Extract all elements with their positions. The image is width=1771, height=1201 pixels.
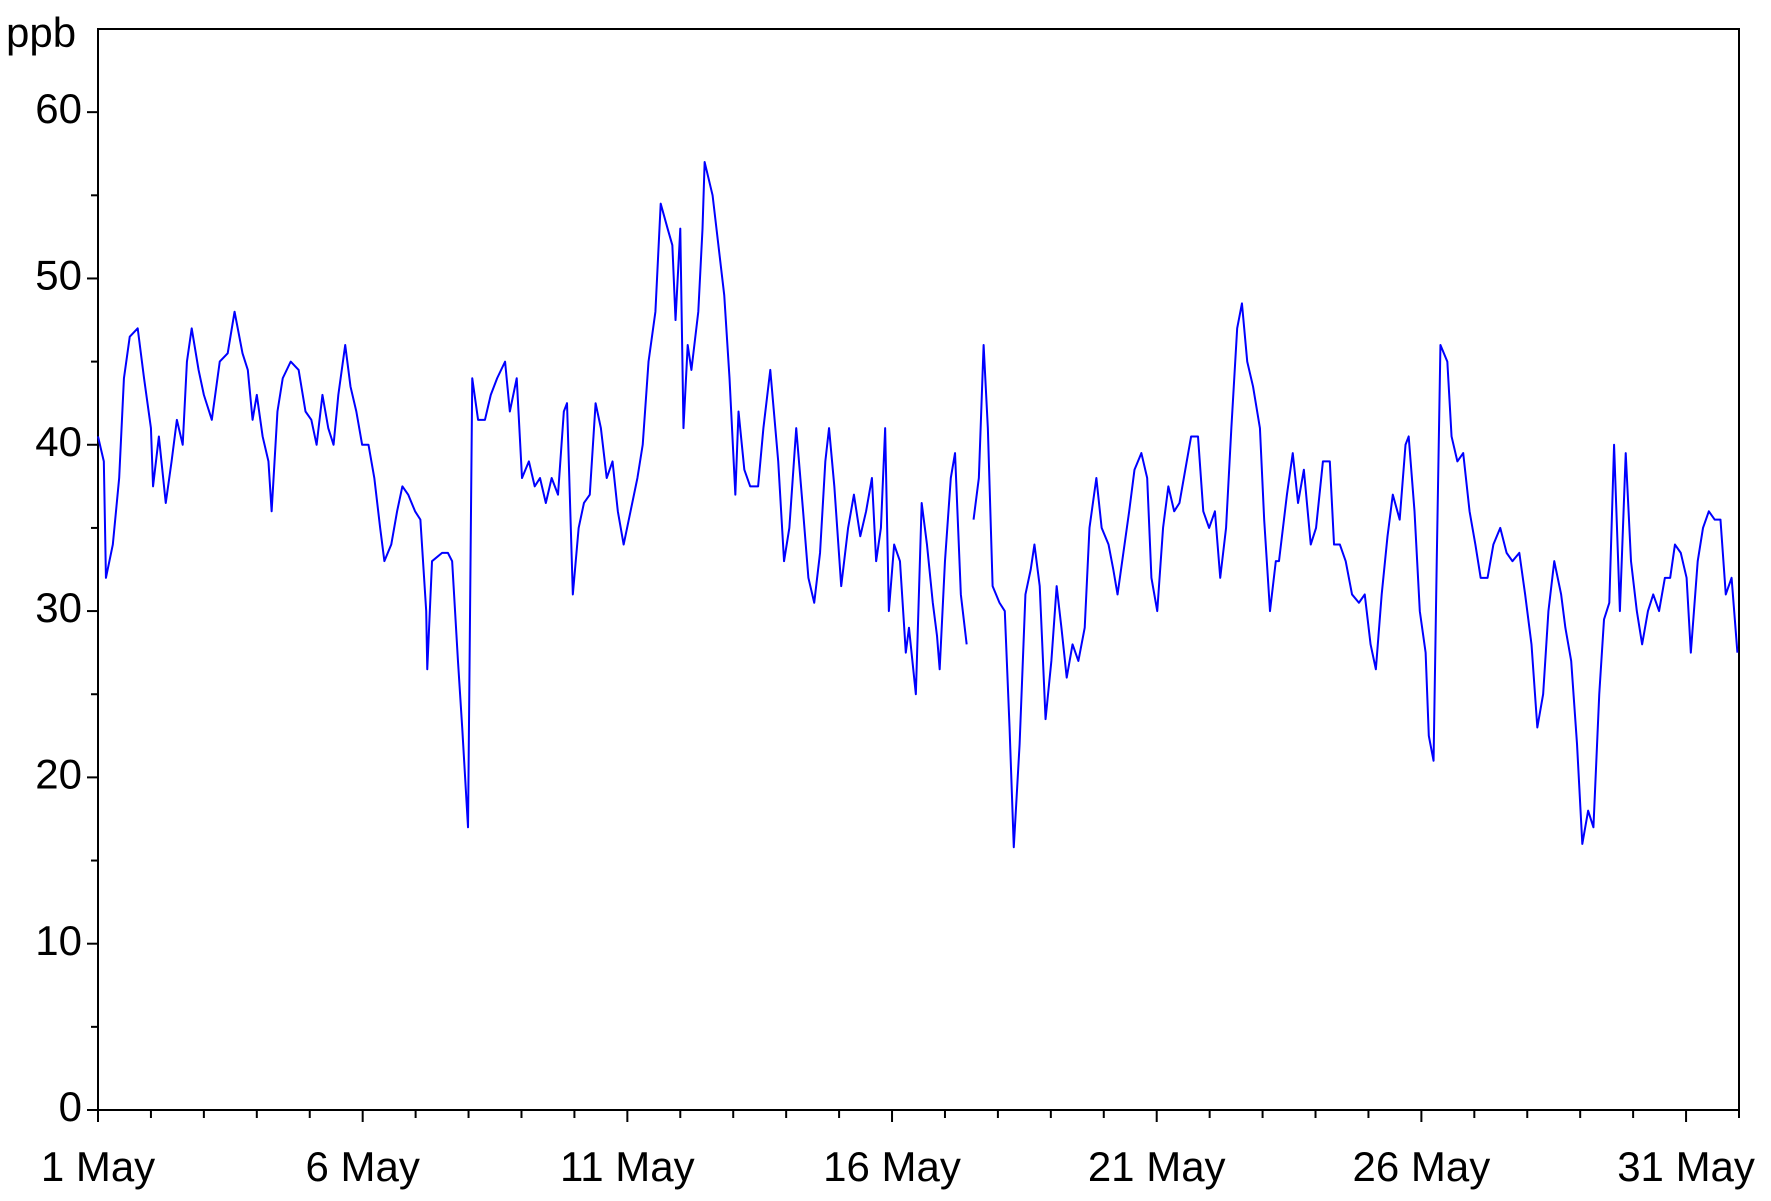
y-tick-label: 30	[35, 584, 82, 631]
y-tick-label: 0	[59, 1083, 82, 1130]
y-tick-label: 20	[35, 750, 82, 797]
y-tick-label: 10	[35, 917, 82, 964]
x-tick-label: 31 May	[1617, 1143, 1755, 1190]
data-line	[97, 161, 1739, 849]
x-tick-label: 16 May	[823, 1143, 961, 1190]
x-tick-label: 26 May	[1353, 1143, 1491, 1190]
x-tick-label: 21 May	[1088, 1143, 1226, 1190]
x-tick-label: 1 May	[41, 1143, 155, 1190]
x-tick-label: 11 May	[560, 1143, 695, 1190]
y-tick-label: 60	[35, 85, 82, 132]
x-tick-label: 6 May	[305, 1143, 419, 1190]
y-axis-label: ppb	[6, 9, 76, 56]
y-tick-label: 40	[35, 418, 82, 465]
y-tick-label: 50	[35, 252, 82, 299]
plot-frame	[97, 28, 1740, 1111]
